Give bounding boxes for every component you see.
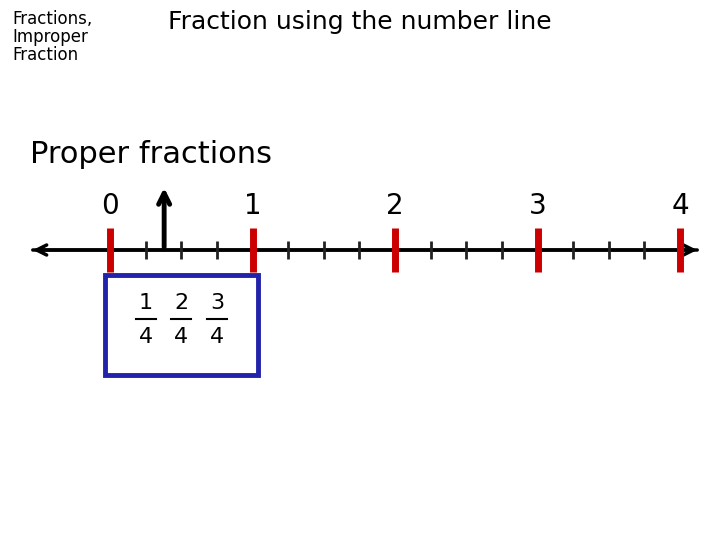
- Text: 1: 1: [138, 293, 153, 313]
- Text: 4: 4: [174, 327, 189, 347]
- Text: 4: 4: [671, 192, 689, 220]
- Text: 3: 3: [528, 192, 546, 220]
- Bar: [105, 275, 258, 375]
- Text: Proper fractions: Proper fractions: [30, 140, 272, 169]
- Text: Fraction: Fraction: [12, 46, 78, 64]
- Text: 4: 4: [210, 327, 224, 347]
- Text: Fraction using the number line: Fraction using the number line: [168, 10, 552, 34]
- Text: 4: 4: [138, 327, 153, 347]
- Text: 1: 1: [243, 192, 261, 220]
- Text: 2: 2: [386, 192, 404, 220]
- Text: 0: 0: [101, 192, 119, 220]
- Text: Fractions,: Fractions,: [12, 10, 92, 28]
- Text: Improper: Improper: [12, 28, 88, 46]
- Text: 2: 2: [174, 293, 189, 313]
- Text: 3: 3: [210, 293, 224, 313]
